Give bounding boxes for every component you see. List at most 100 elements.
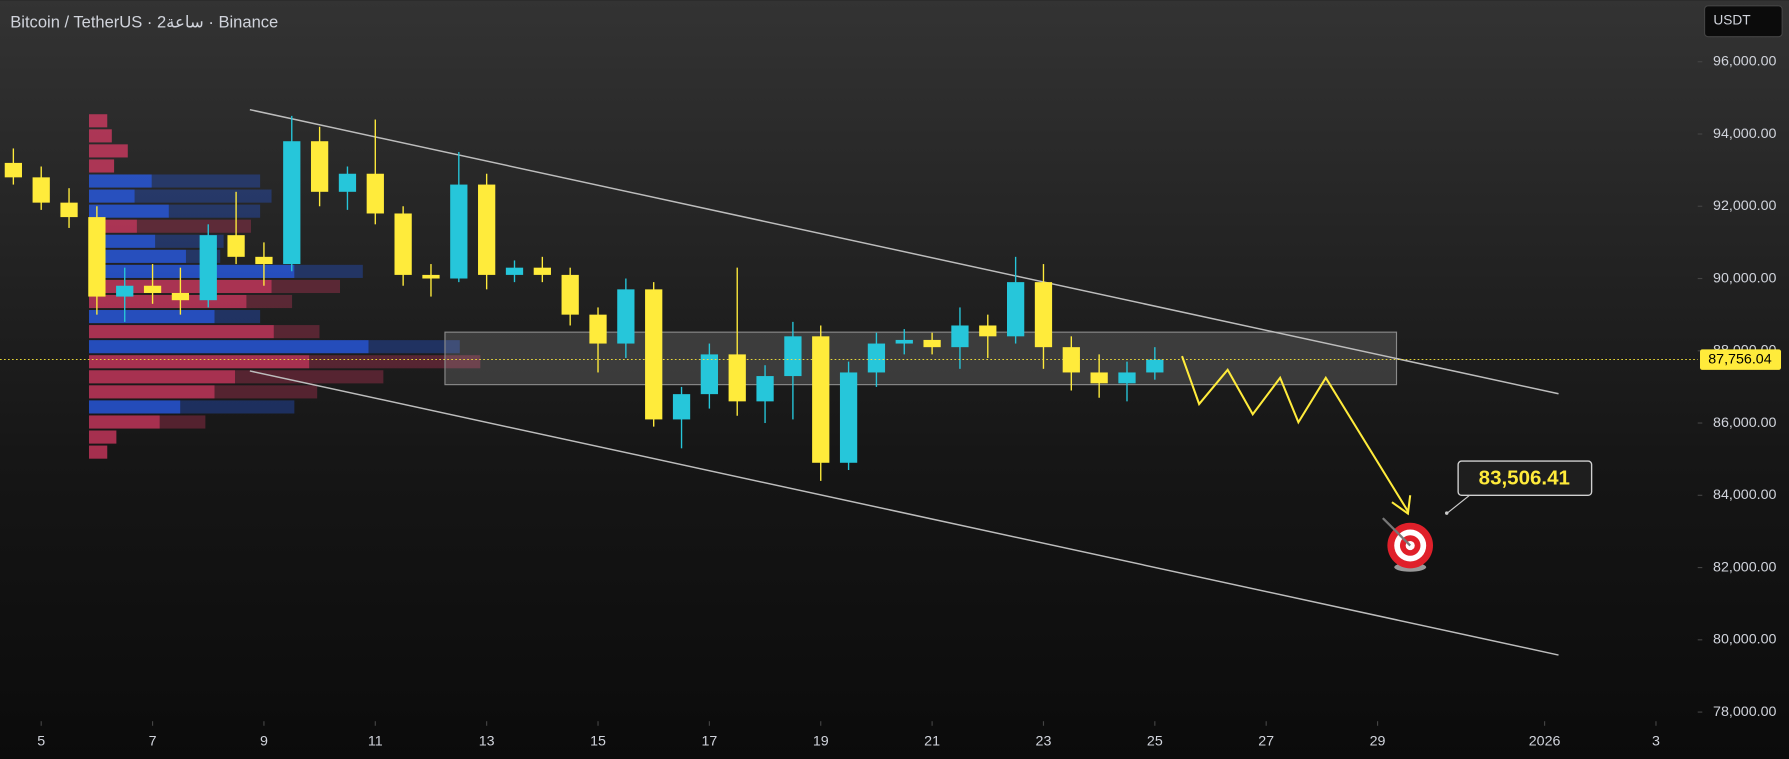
volume-bar bbox=[88, 144, 128, 158]
target-callout bbox=[1457, 460, 1593, 496]
y-tick-label: 82,000.00 bbox=[1713, 559, 1776, 575]
candle-body bbox=[171, 292, 190, 301]
target-icon bbox=[1382, 517, 1434, 572]
candle-body bbox=[255, 256, 273, 265]
volume-bar bbox=[88, 234, 156, 248]
y-tick-label: 84,000.00 bbox=[1713, 487, 1776, 503]
candle-body bbox=[1118, 372, 1136, 384]
candle-body bbox=[60, 202, 78, 218]
current-price-label: 87,756.04 bbox=[1708, 351, 1771, 367]
currency-label: USDT bbox=[1713, 12, 1751, 27]
volume-bar bbox=[88, 294, 247, 309]
volume-bar-secondary bbox=[136, 219, 252, 233]
candle-body bbox=[116, 285, 134, 297]
axes: 78,000.00 80,000.00 82,000.00 84,000.00 86,0… bbox=[0, 54, 1782, 750]
x-tick-label: 19 bbox=[813, 734, 829, 750]
y-tick-label: 96,000.00 bbox=[1713, 54, 1776, 70]
volume-bar-secondary bbox=[168, 204, 261, 218]
volume-bar bbox=[88, 204, 169, 218]
volume-bar-secondary bbox=[273, 325, 320, 339]
candle-body bbox=[756, 376, 774, 402]
candle-body bbox=[422, 274, 440, 279]
candle-body bbox=[4, 162, 22, 178]
x-tick-label: 2026 bbox=[1529, 734, 1561, 750]
volume-bar bbox=[88, 385, 215, 399]
candle-body bbox=[505, 267, 524, 275]
y-tick-label: 80,000.00 bbox=[1713, 632, 1776, 648]
volume-bar bbox=[88, 415, 160, 429]
candle-body bbox=[227, 235, 245, 257]
candle-body bbox=[1034, 282, 1053, 348]
channel-lower bbox=[249, 370, 1559, 656]
candle-body bbox=[533, 267, 551, 275]
volume-bar-secondary bbox=[309, 355, 481, 369]
x-tick-label: 23 bbox=[1036, 734, 1052, 750]
volume-bar-secondary bbox=[271, 279, 341, 294]
x-tick-label: 25 bbox=[1147, 734, 1163, 750]
volume-bar bbox=[88, 129, 112, 143]
volume-bar-secondary bbox=[159, 415, 206, 429]
candle-body bbox=[394, 213, 412, 275]
volume-bar bbox=[88, 370, 236, 384]
candle-body bbox=[1090, 372, 1108, 384]
target-level bbox=[1445, 511, 1449, 515]
candle-body bbox=[199, 235, 217, 301]
candle-body bbox=[700, 354, 719, 395]
candle-body bbox=[1006, 282, 1025, 337]
current-price-badge bbox=[1700, 349, 1782, 370]
candle-body bbox=[589, 314, 607, 344]
volume-bar-secondary bbox=[134, 189, 272, 203]
volume-bar-secondary bbox=[246, 294, 293, 309]
volume-bar-secondary bbox=[294, 264, 363, 278]
x-tick-label: 7 bbox=[149, 734, 157, 750]
candle-body bbox=[338, 173, 357, 192]
candle-body bbox=[784, 336, 802, 377]
volume-bar bbox=[88, 189, 135, 203]
candle-body bbox=[867, 343, 886, 373]
y-tick-label: 86,000.00 bbox=[1713, 415, 1776, 431]
candle-body bbox=[283, 141, 301, 265]
x-tick-label: 5 bbox=[37, 734, 45, 750]
volume-bar-secondary bbox=[214, 385, 318, 399]
volume-bar bbox=[88, 310, 215, 324]
y-tick-label: 78,000.00 bbox=[1713, 704, 1776, 720]
candle-body bbox=[561, 274, 579, 315]
candle-body bbox=[979, 325, 997, 337]
candle-body bbox=[812, 336, 830, 463]
candle-body bbox=[923, 339, 941, 348]
candle-body bbox=[645, 289, 663, 420]
channel-upper bbox=[249, 108, 1559, 395]
volume-bar bbox=[88, 355, 310, 369]
volume-bar bbox=[88, 159, 115, 173]
volume-bar bbox=[88, 249, 186, 263]
candle-body bbox=[1146, 359, 1164, 373]
target-label: 83,506.41 bbox=[1479, 467, 1570, 490]
currency-button[interactable] bbox=[1703, 5, 1783, 38]
volume-bar bbox=[88, 174, 152, 188]
volume-profile bbox=[88, 114, 481, 459]
x-tick-label: 13 bbox=[479, 734, 495, 750]
candle-body bbox=[895, 339, 913, 344]
x-tick-label: 11 bbox=[368, 734, 383, 750]
x-tick-label: 9 bbox=[260, 734, 268, 750]
volume-bar bbox=[88, 445, 108, 459]
candle-body bbox=[143, 285, 162, 293]
candles bbox=[4, 115, 1164, 481]
x-tick-label: 21 bbox=[924, 734, 940, 750]
x-tick-label: 27 bbox=[1258, 734, 1274, 750]
x-tick-label: 17 bbox=[701, 734, 717, 750]
x-tick-label: 3 bbox=[1652, 734, 1660, 750]
candle-body bbox=[672, 394, 691, 420]
volume-bar bbox=[88, 264, 295, 278]
volume-bar-secondary bbox=[368, 340, 460, 354]
volume-bar-secondary bbox=[151, 174, 261, 188]
candle-body bbox=[839, 372, 858, 463]
y-tick-label: 90,000.00 bbox=[1713, 270, 1776, 286]
range-zone bbox=[444, 331, 1398, 386]
volume-bar bbox=[88, 430, 117, 444]
candle-body bbox=[728, 354, 746, 402]
callout-pointer bbox=[1446, 494, 1470, 515]
volume-bar-secondary bbox=[180, 400, 295, 414]
y-tick-label: 94,000.00 bbox=[1713, 126, 1776, 142]
